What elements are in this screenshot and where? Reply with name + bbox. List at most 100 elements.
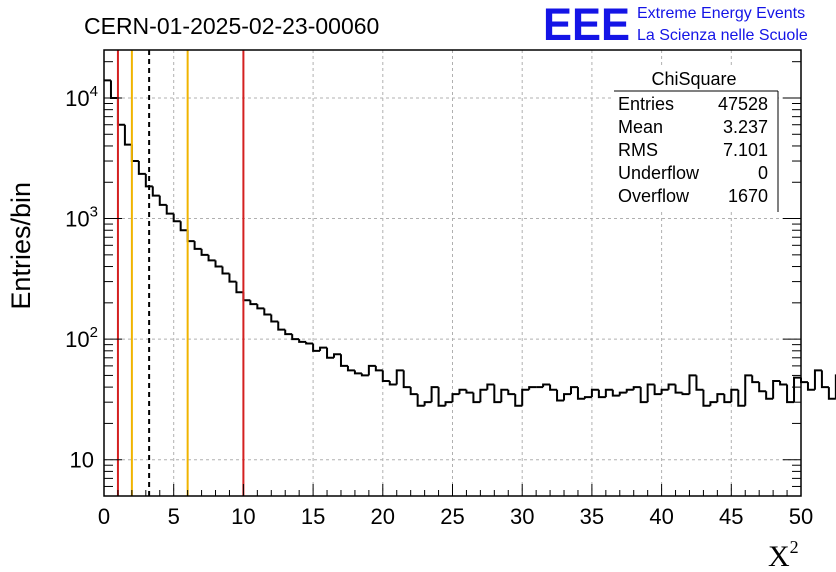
histogram-bin [249,300,258,306]
histogram-bin [172,213,181,223]
histogram-bin [786,384,795,404]
histogram-bin [388,380,397,386]
histogram-bin [158,195,167,206]
histogram-bin [514,394,523,407]
histogram-bin [186,230,195,243]
x-axis-title-symbol: X [768,540,790,572]
histogram-bin [256,304,265,310]
histogram-bin [333,353,341,358]
histogram-bin [611,389,620,397]
histogram-bin [507,389,516,396]
histogram-bin [416,394,425,407]
histogram-bin [660,388,669,395]
histogram-bin [360,373,369,377]
y-tick-base: 10 [65,86,89,111]
histogram-bin [374,365,383,372]
histogram-bin [263,308,272,316]
histogram-bin [576,387,585,400]
histogram-bin [793,376,801,403]
y-tick-label: 104 [65,83,98,111]
stats-box: ChiSquare Entries 47528 Mean 3.237 RMS 7… [612,66,779,212]
logo-mark: EEE [543,0,630,50]
histogram-bin [639,387,648,404]
histogram-bin [200,248,209,256]
stats-value-rms: 7.101 [723,140,768,160]
histogram-bin [625,388,634,393]
logo-line-2: La Scienza nelle Scuole [637,27,808,44]
stats-value-mean: 3.237 [723,117,768,137]
x-axis-title: X2 [768,537,799,572]
histogram-bin [772,379,781,399]
stats-value-underflow: 0 [758,163,768,183]
histogram-bin [409,387,418,396]
histogram-bin [479,388,488,403]
histogram-bin [590,388,599,398]
histogram-bin [730,388,739,403]
x-tick-label: 30 [510,504,534,529]
eee-logo: EEE Extreme Energy Events La Scienza nel… [543,0,808,50]
stats-label-underflow: Underflow [618,163,700,183]
axis-ticks [103,61,802,496]
histogram-bin [193,241,202,250]
histogram-bin [458,388,467,395]
histogram-bin [291,334,300,341]
histogram-bin [702,389,711,407]
x-tick-label: 5 [168,504,180,529]
y-tick-label: 103 [65,204,98,232]
stats-value-overflow: 1670 [728,186,768,206]
histogram-bin [569,386,578,395]
stats-label-overflow: Overflow [618,186,690,206]
stats-title: ChiSquare [651,69,736,89]
histogram-bin [339,354,348,367]
histogram-bin [806,382,815,391]
stats-label-rms: RMS [618,140,658,160]
histogram-bin [556,389,565,402]
histogram-bin [744,374,753,406]
histogram-bin [597,389,606,399]
histogram-bin [695,375,704,391]
x-tick-label: 50 [789,504,813,529]
histogram-bin [395,369,404,385]
x-tick-label: 15 [301,504,325,529]
histogram-bin [312,343,321,352]
histogram-bin [346,365,355,372]
histogram-bin [242,292,251,302]
y-tick-exponent: 3 [90,204,98,221]
x-tick-label: 10 [231,504,255,529]
histogram-bin [709,401,718,406]
histogram-bin [402,370,411,389]
logo-line-1: Extreme Energy Events [637,5,805,22]
histogram-bin [549,384,558,391]
y-tick-exponent: 4 [90,83,98,100]
histogram-bin [653,384,662,396]
histogram-bin [765,391,774,400]
histogram-bin [116,97,125,126]
histogram-bin [667,383,676,390]
histogram-bin [353,370,362,375]
histogram-bin [472,392,481,404]
histogram-bin [583,396,592,399]
histogram-bin [604,388,613,398]
histogram-bin [820,370,829,389]
histogram-bin [109,80,118,99]
histogram-bin [813,369,822,390]
histogram-bin [737,389,746,407]
y-tick-label: 10 [70,448,94,473]
histogram-bin [500,388,509,403]
histogram-bin [723,394,732,404]
x-tick-label: 35 [580,504,604,529]
histogram-bin [179,221,188,232]
histogram-bin [437,387,446,407]
histogram-bin [716,393,725,403]
histogram-bin [430,386,439,403]
histogram-bin [563,393,571,401]
histogram-bin [319,346,328,351]
histogram-bin [674,384,683,394]
histogram-bin [130,144,139,163]
histogram-bin [298,339,307,343]
histogram-bin [270,314,279,323]
histogram-bin [618,391,627,396]
histogram-bin [207,254,216,262]
